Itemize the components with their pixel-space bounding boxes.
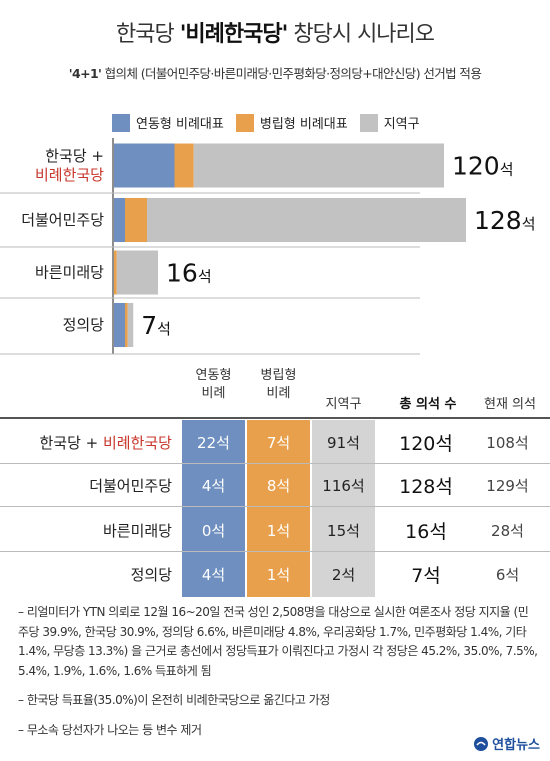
table-row-divider [0, 551, 550, 552]
table-party-name: 한국당 + 비례한국당 [0, 432, 172, 453]
chart-total-label: 16석 [166, 259, 212, 288]
chart-category-label: 비례한국당 [35, 166, 104, 184]
header-divider [0, 417, 550, 419]
table-cell-parallel: 1석 [247, 555, 310, 593]
chart-category-label: 정의당 [63, 316, 105, 334]
chart-category-label: 더불어민주당 [21, 211, 104, 229]
table-cell-total: 7석 [411, 564, 441, 587]
table-cell-current: 108석 [486, 433, 529, 452]
table-cell-parallel: 8석 [247, 466, 310, 504]
chart-bar-segment-parallel [174, 143, 194, 188]
footnote-assumption: – 한국당 득표율(35.0%)이 온전히 비례한국당으로 옮긴다고 가정 [18, 693, 330, 707]
header-district: 지역구 [325, 397, 362, 412]
table-cell-linked: 22석 [182, 423, 245, 461]
yonhap-logo-icon [474, 736, 489, 751]
table-cell-linked: 4석 [182, 555, 245, 593]
table-cell-parallel: 7석 [247, 423, 310, 461]
table-party-name: 더불어민주당 [0, 475, 172, 496]
legend-swatch-linked [112, 113, 130, 132]
table-cell-current: 6석 [495, 565, 520, 584]
table-cell-linked: 0석 [182, 511, 245, 549]
table-cell-current: 28석 [491, 521, 524, 540]
legend-swatch-parallel [235, 113, 254, 132]
table-cell-parallel: 1석 [247, 511, 310, 549]
legend-label-parallel: 병립형 비례대표 [259, 117, 348, 132]
table-party-name: 정의당 [0, 564, 172, 585]
table-cell-linked: 4석 [182, 466, 245, 504]
table-row-divider [0, 463, 550, 464]
source-credit: 연합뉴스 [473, 734, 540, 753]
table-cell-district: 15석 [312, 511, 375, 549]
legend-item-linked: 연동형 비례대표 [112, 113, 224, 132]
table-row-divider [0, 506, 550, 507]
chart-category-label: 바른미래당 [35, 264, 104, 282]
table-cell-total: 120석 [399, 432, 453, 455]
legend-label-linked: 연동형 비례대표 [136, 117, 224, 132]
chart-bar-segment-parallel [125, 303, 128, 347]
legend-label-district: 지역구 [383, 117, 420, 132]
legend-item-parallel: 병립형 비례대표 [235, 113, 348, 132]
subtitle-highlight: '4+1' [68, 66, 102, 81]
chart-total-label: 7석 [141, 311, 171, 340]
header-current: 현재 의석 [484, 397, 536, 412]
chart-bar-segment-parallel [125, 198, 147, 242]
title-suffix: 창당시 시나리오 [287, 22, 435, 47]
title-prefix: 한국당 [115, 22, 180, 47]
subtitle-text: 협의체 (더불어민주당·바른미래당·민주평화당·정의당+대안신당) 선거법 적용 [101, 66, 482, 81]
footnotes: – 리얼미터가 YTN 의뢰로 12월 16~20일 전국 성인 2,508명을… [18, 603, 538, 750]
table-party-name-text: 한국당 + [39, 434, 103, 452]
footnote-survey: – 리얼미터가 YTN 의뢰로 12월 16~20일 전국 성인 2,508명을… [18, 605, 538, 678]
legend-item-district: 지역구 [359, 113, 420, 132]
chart-bar-segment-parallel [114, 250, 117, 295]
chart-bar-segment-district [147, 198, 466, 242]
table-cell-district: 91석 [312, 423, 375, 461]
table-cell-total: 16석 [405, 520, 447, 543]
table-party-name-text: 정의당 [130, 566, 172, 584]
table-cell-district: 2석 [312, 555, 375, 593]
chart-category-label: 한국당 + [45, 147, 104, 165]
chart-total-label: 120석 [452, 152, 514, 181]
page-title: 한국당 '비례한국당' 창당시 시나리오 [0, 16, 550, 48]
header-linked-line2: 비례 [201, 386, 226, 401]
header-parallel-line2: 비례 [266, 386, 291, 401]
chart-total-label: 128석 [474, 206, 536, 235]
legend: 연동형 비례대표 병립형 비례대표 지역구 [112, 113, 420, 132]
header-parallel-line1: 병립형 [260, 368, 297, 383]
table-party-name-text: 더불어민주당 [89, 477, 172, 495]
table-cell-district: 116석 [312, 466, 375, 504]
header-linked-line1: 연동형 [195, 368, 232, 383]
chart-bar-segment-linked [114, 303, 125, 347]
table-party-name: 바른미래당 [0, 520, 172, 541]
footnote-independents: – 무소속 당선자가 나오는 등 변수 제거 [18, 722, 202, 737]
chart-bar-segment-linked [114, 198, 125, 242]
table-party-name-text: 바른미래당 [102, 522, 172, 540]
subtitle: '4+1' 협의체 (더불어민주당·바른미래당·민주평화당·정의당+대안신당) … [0, 63, 550, 82]
table-cell-total: 128석 [399, 475, 453, 498]
table-party-name-highlight: 비례한국당 [102, 434, 172, 452]
chart-bar-segment-district [193, 143, 444, 188]
title-highlight: '비례한국당' [179, 22, 289, 47]
header-total: 총 의석 수 [399, 397, 457, 412]
source-label: 연합뉴스 [492, 738, 540, 753]
legend-swatch-district [359, 113, 378, 132]
chart-bar-segment-district [127, 303, 134, 347]
chart-bar-segment-linked [114, 143, 175, 188]
table-cell-current: 129석 [486, 476, 529, 495]
chart-bar-segment-district [116, 250, 158, 295]
